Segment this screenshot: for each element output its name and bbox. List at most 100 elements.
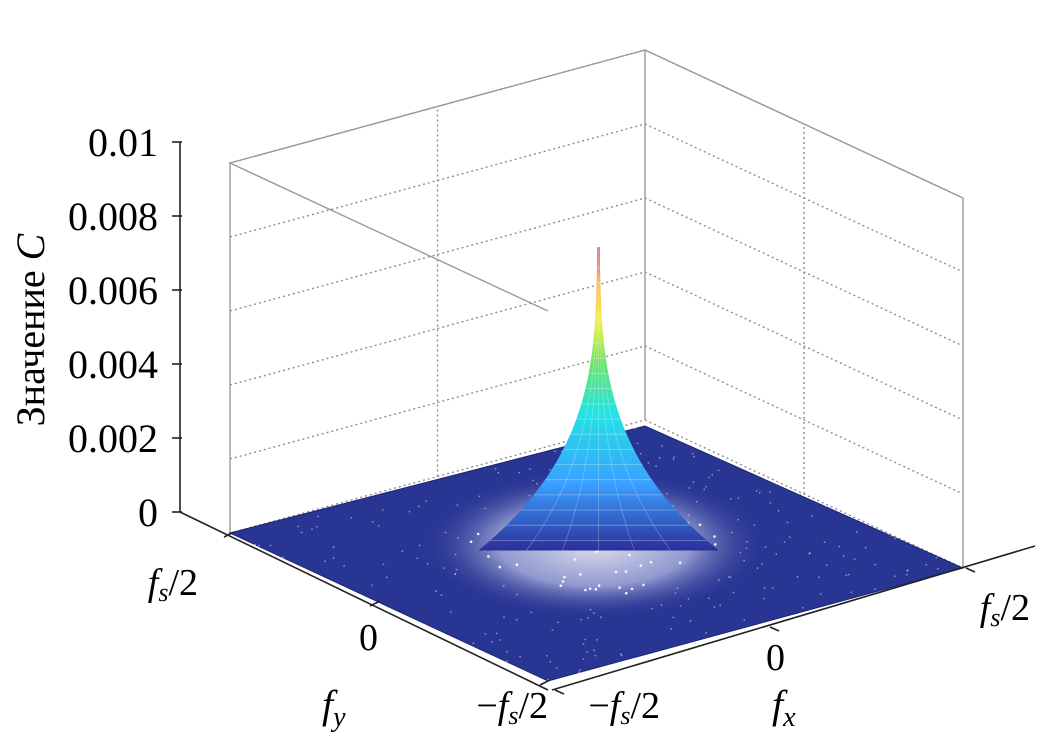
- mesh-dot: [554, 450, 556, 453]
- mesh-dot: [593, 649, 595, 652]
- y-tick-label: −fs/2: [476, 685, 548, 730]
- mesh-dot: [584, 588, 587, 592]
- y-axis-line: [179, 511, 549, 691]
- mesh-dot: [874, 563, 877, 566]
- y-tick-label: 0: [359, 617, 378, 659]
- x-tick-mark: [769, 626, 780, 632]
- mesh-dot: [444, 531, 447, 534]
- axes-box: [227, 49, 964, 626]
- mesh-dot: [714, 543, 717, 546]
- mesh-dot: [417, 505, 420, 508]
- mesh-dot: [688, 487, 691, 489]
- peak-mesh-meridian: [562, 247, 599, 551]
- mesh-dot: [584, 638, 587, 641]
- mesh-dot: [440, 594, 443, 597]
- z-tick-label: 0.006: [68, 268, 158, 313]
- z-tick-label: 0: [138, 490, 158, 535]
- mesh-dot: [536, 482, 538, 485]
- mesh-dot: [586, 651, 588, 653]
- mesh-dot: [491, 641, 493, 643]
- mesh-dot: [731, 531, 733, 534]
- mesh-dot: [484, 507, 487, 510]
- mesh-dot: [317, 515, 319, 518]
- mesh-dot: [764, 546, 767, 548]
- mesh-dot: [628, 553, 631, 557]
- mesh-dot: [845, 574, 848, 577]
- mesh-dot: [371, 521, 374, 523]
- mesh-dot: [763, 597, 765, 600]
- tick-labels: 0 0.002 0.004 0.006 0.008 0.01 −fs/2 0 fs/2 −fs/2…: [68, 120, 1030, 730]
- mesh-dot: [502, 585, 505, 587]
- mesh-dot: [578, 671, 580, 674]
- mesh-dot: [727, 576, 730, 578]
- y-tick-label: fs/2: [148, 562, 198, 607]
- mesh-dot: [582, 643, 585, 645]
- mesh-dot: [905, 573, 908, 576]
- mesh-dot: [639, 421, 642, 424]
- mesh-dot: [703, 488, 706, 491]
- mesh-dot: [557, 621, 560, 624]
- z-tick-label: 0.01: [88, 120, 158, 165]
- mesh-dot: [890, 535, 893, 537]
- mesh-dot: [519, 655, 521, 658]
- mesh-dot: [377, 525, 380, 527]
- mesh-dot: [515, 563, 519, 566]
- mesh-dot: [864, 546, 867, 549]
- mesh-dot: [818, 576, 820, 579]
- x-tick-mark: [965, 567, 976, 573]
- mesh-dot: [487, 555, 490, 558]
- mesh-dot: [698, 523, 702, 527]
- mesh-dot: [660, 603, 663, 606]
- mesh-dot: [689, 619, 692, 622]
- mesh-dot: [416, 557, 419, 560]
- mesh-dot: [842, 555, 845, 557]
- mesh-dot: [555, 667, 558, 670]
- mesh-dot: [494, 467, 497, 470]
- peak-mesh-meridian: [598, 247, 671, 551]
- mesh-dot: [672, 616, 675, 619]
- mesh-dot: [636, 442, 639, 445]
- mesh-dot: [476, 532, 480, 536]
- mesh-dot: [711, 473, 714, 476]
- mesh-dot: [332, 557, 335, 559]
- mesh-dot: [718, 579, 720, 582]
- mesh-dot: [670, 627, 673, 630]
- mesh-dot: [434, 590, 437, 593]
- mesh-dot: [343, 565, 345, 567]
- mesh-dot: [660, 445, 663, 447]
- mesh-dot: [809, 552, 811, 554]
- mesh-dot: [693, 455, 695, 458]
- mesh-dot: [729, 498, 732, 500]
- z-axis-label: Значение C: [8, 232, 53, 426]
- x-axis-line: [551, 545, 1036, 691]
- mesh-dot: [579, 669, 582, 671]
- mesh-dot: [551, 629, 554, 631]
- mesh-dot: [594, 654, 597, 657]
- mesh-dot: [783, 541, 786, 543]
- y-tick-mark: [223, 531, 235, 538]
- mesh-dot: [618, 586, 621, 589]
- mesh-dot: [753, 524, 756, 526]
- mesh-dot: [426, 562, 429, 565]
- mesh-dot: [935, 556, 938, 559]
- mesh-dot: [586, 617, 589, 619]
- mesh-dot: [370, 584, 373, 586]
- mesh-dot: [691, 452, 694, 455]
- mesh-dot: [582, 658, 585, 660]
- mesh-dot: [838, 545, 841, 548]
- mesh-dot: [532, 479, 534, 482]
- mesh-dot: [549, 660, 552, 663]
- x-tick-mark: [554, 689, 565, 695]
- z-tick-label: 0.004: [68, 342, 158, 387]
- mesh-dot: [442, 567, 445, 569]
- mesh-dot: [649, 560, 653, 564]
- peak-mesh-meridian: [598, 247, 635, 551]
- mesh-dot: [546, 655, 548, 657]
- mesh-dot: [381, 509, 384, 511]
- mesh-dot: [614, 570, 618, 574]
- mesh-dot: [454, 553, 457, 556]
- mesh-dot: [561, 580, 565, 583]
- mesh-dot: [769, 502, 772, 504]
- mesh-dot: [758, 491, 761, 494]
- mesh-dot: [515, 593, 518, 596]
